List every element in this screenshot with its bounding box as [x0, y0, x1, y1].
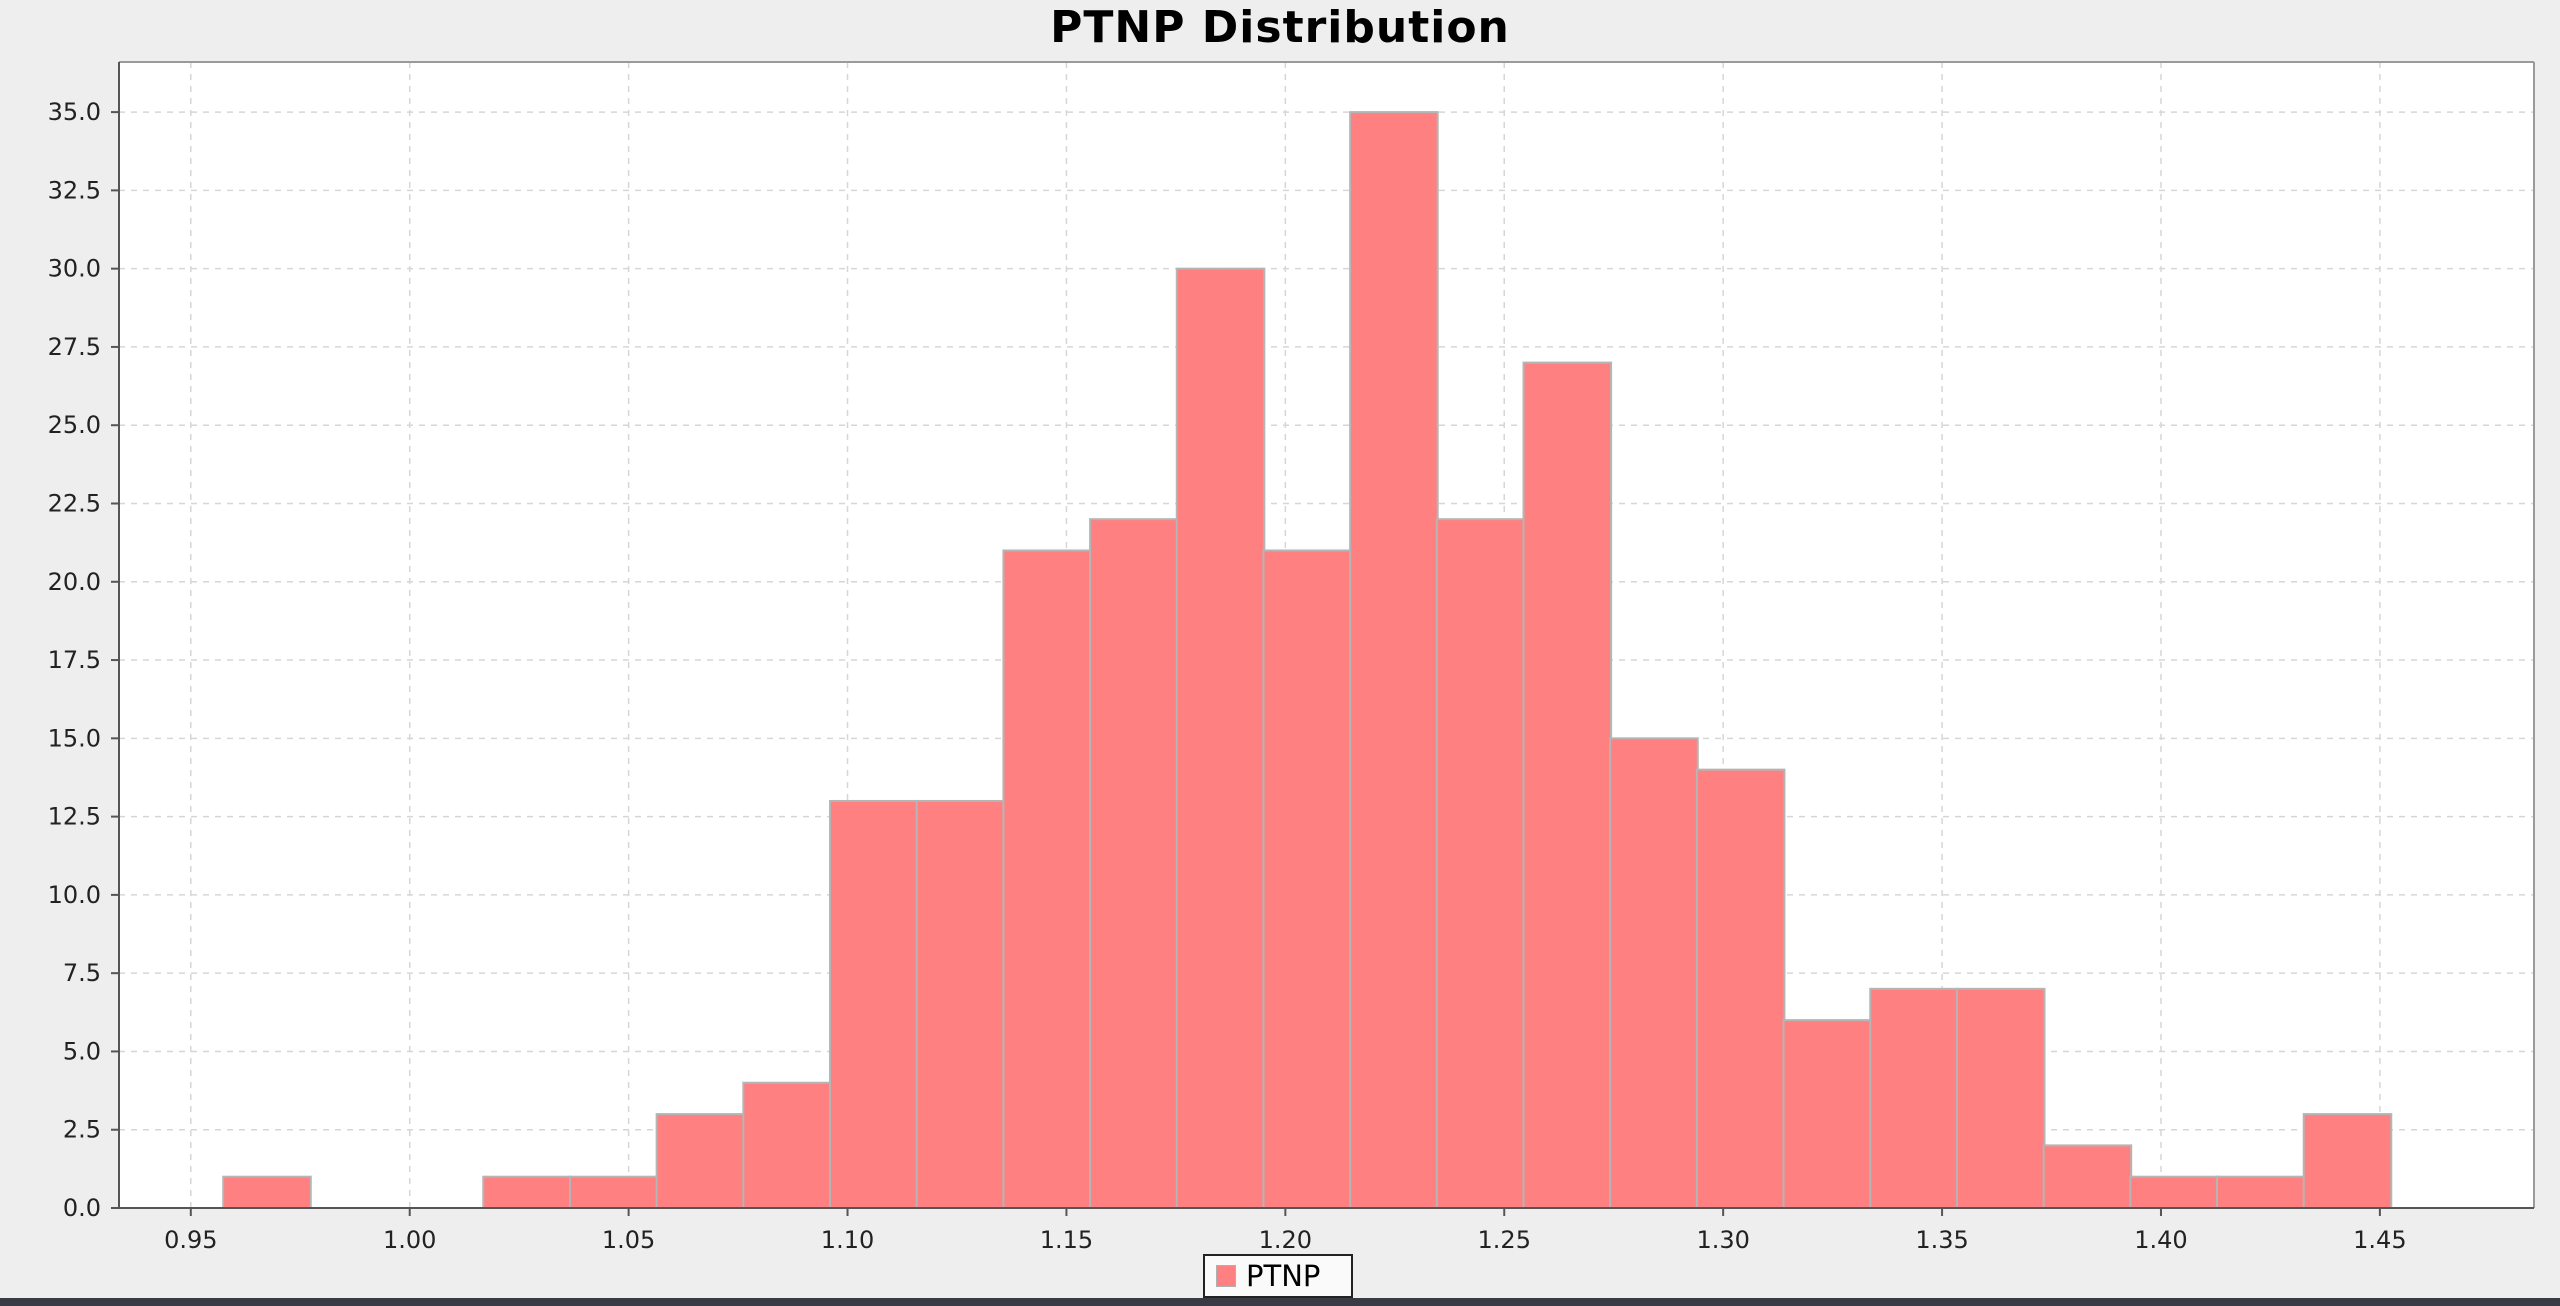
histogram-bar: [915, 799, 1006, 1209]
histogram-bar: [568, 1175, 659, 1209]
histogram-bar: [655, 1113, 746, 1209]
y-tick-label: 32.5: [48, 176, 101, 204]
histogram-bar: [1089, 518, 1179, 1209]
histogram-bar: [1262, 549, 1353, 1209]
histogram-bar: [742, 1081, 832, 1210]
y-tick-label: 30.0: [48, 255, 101, 283]
y-tick-label: 10.0: [48, 881, 101, 909]
histogram-bar: [2129, 1175, 2219, 1209]
axes: [118, 61, 2535, 1209]
histogram-bar: [222, 1175, 312, 1209]
histogram-bar: [482, 1175, 572, 1209]
y-tick-label: 25.0: [48, 411, 101, 439]
x-tick-label: 1.40: [2134, 1226, 2187, 1254]
y-tick-label: 0.0: [63, 1194, 101, 1222]
window-bottom-edge: [0, 1298, 2560, 1306]
histogram-bar: [2302, 1113, 2393, 1209]
x-tick-label: 1.20: [1259, 1226, 1312, 1254]
histogram-bars: [222, 111, 2393, 1210]
histogram-bar: [829, 799, 919, 1209]
x-tick-label: 1.05: [602, 1226, 655, 1254]
chart-title: PTNP Distribution: [1050, 2, 1510, 53]
legend-swatch-ptnp: [1216, 1265, 1236, 1287]
axis-ticks: 0.0 2.5 5.0 7.5 10.0 12.5 15.0 17.5 20.0 22.5 25.0…: [48, 98, 2407, 1254]
histogram-bar: [1002, 549, 1092, 1209]
histogram-bar: [2216, 1175, 2306, 1209]
x-tick-label: 0.95: [164, 1226, 217, 1254]
histogram-bar: [1869, 987, 1959, 1210]
x-tick-label: 1.45: [2353, 1226, 2406, 1254]
x-tick-label: 1.00: [383, 1226, 436, 1254]
x-tick-label: 1.10: [821, 1226, 874, 1254]
y-tick-label: 7.5: [63, 959, 101, 987]
y-tick-label: 12.5: [48, 803, 101, 831]
y-tick-label: 5.0: [63, 1037, 101, 1065]
legend-label-ptnp: PTNP: [1246, 1259, 1321, 1293]
histogram-bar: [1695, 768, 1786, 1209]
histogram-bar: [1435, 518, 1526, 1209]
x-tick-label: 1.15: [1040, 1226, 1093, 1254]
y-tick-label: 15.0: [48, 724, 101, 752]
histogram-bar: [1175, 267, 1266, 1209]
histogram-bar: [1782, 1019, 1873, 1210]
histogram-bar: [2042, 1144, 2133, 1210]
y-tick-label: 2.5: [63, 1116, 101, 1144]
histogram-bar: [1522, 361, 1613, 1209]
y-tick-label: 17.5: [48, 646, 101, 674]
y-tick-label: 20.0: [48, 568, 101, 596]
legend: PTNP: [1203, 1254, 1353, 1298]
histogram-bar: [1349, 111, 1439, 1209]
histogram-bar: [1955, 987, 2046, 1210]
x-tick-label: 1.25: [1478, 1226, 1531, 1254]
histogram-bar: [1609, 737, 1699, 1209]
y-tick-label: 27.5: [48, 333, 101, 361]
x-tick-label: 1.35: [1915, 1226, 1968, 1254]
y-tick-label: 35.0: [48, 98, 101, 126]
y-tick-label: 22.5: [48, 489, 101, 517]
x-tick-label: 1.30: [1696, 1226, 1749, 1254]
